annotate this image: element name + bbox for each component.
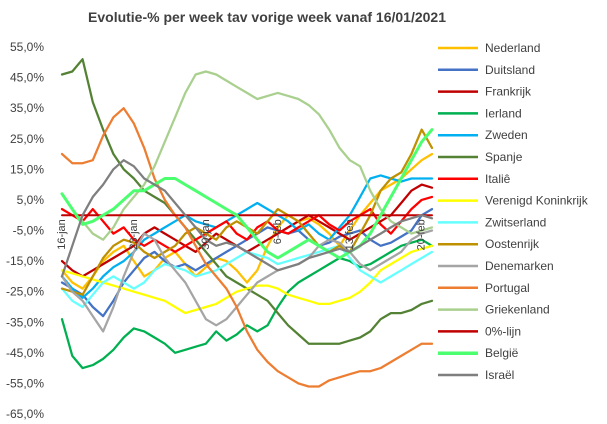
y-tick-label: 55,0% [10,40,44,54]
legend-label-zwitserland: Zwitserland [485,215,546,229]
legend-label-israel: Israël [485,368,514,382]
legend-label-spanje: Spanje [485,150,523,164]
legend-label-zweden: Zweden [485,128,528,142]
plot-area [60,58,434,388]
y-tick-label: -15,0% [6,254,44,268]
legend-label-0pct-lijn: 0%-lijn [485,324,521,338]
series-line-griekenland [60,70,434,241]
x-axis: 16-jan 23-jan 30-jan 6-feb 13-feb 20-feb [56,219,428,250]
legend-label-belgie: België [485,346,519,360]
series-line-portugal [60,107,434,388]
y-tick-label: -45,0% [6,346,44,360]
x-tick-label: 23-jan [128,219,140,250]
x-tick-label: 20-feb [416,219,428,250]
series-line-verenigd-koninkrijk [60,244,434,315]
series-line-zweden [60,174,434,299]
x-tick-label: 16-jan [56,219,68,250]
series-line-nederland [60,152,434,290]
series-line-italie [60,195,434,254]
series-line-belgie [60,128,434,260]
series-line-ierland [60,238,434,370]
legend-label-duitsland: Duitsland [485,63,535,77]
legend-label-portugal: Portugal [485,281,530,295]
y-tick-label: -55,0% [6,376,44,390]
series-line-denemarken [60,229,434,333]
chart-title: Evolutie-% per week tav vorige week vana… [88,9,446,25]
legend-label-nederland: Nederland [485,41,540,55]
y-tick-label: 45,0% [10,71,44,85]
legend-label-denemarken: Denemarken [485,259,554,273]
series-line-oostenrijk [60,128,434,296]
legend-label-ierland: Ierland [485,106,522,120]
series-line-israel [60,159,434,278]
y-tick-label: -65,0% [6,407,44,421]
legend-label-verenigd-koninkrijk: Verenigd Koninkrijk [485,194,589,208]
y-tick-label: -25,0% [6,285,44,299]
y-tick-label: 15,0% [10,162,44,176]
x-tick-label: 30-jan [200,219,212,250]
legend-label-griekenland: Griekenland [485,303,550,317]
legend-label-frankrijk: Frankrijk [485,85,532,99]
x-tick-label: 6-feb [272,219,284,244]
legend-label-italie: Italiê [485,172,511,186]
legend-label-oostenrijk: Oostenrijk [485,237,540,251]
y-tick-label: 25,0% [10,132,44,146]
y-tick-label: -5,0% [13,224,45,238]
legend: Nederland Duitsland Frankrijk Ierland Zweden… [438,41,589,382]
y-tick-label: 5,0% [17,193,45,207]
y-axis: 55,0% 45,0% 35,0% 25,0% 15,0% 5,0% -5,0% -15,0%… [6,40,44,421]
y-tick-label: -35,0% [6,315,44,329]
x-tick-label: 13-feb [344,219,356,250]
y-tick-label: 35,0% [10,101,44,115]
